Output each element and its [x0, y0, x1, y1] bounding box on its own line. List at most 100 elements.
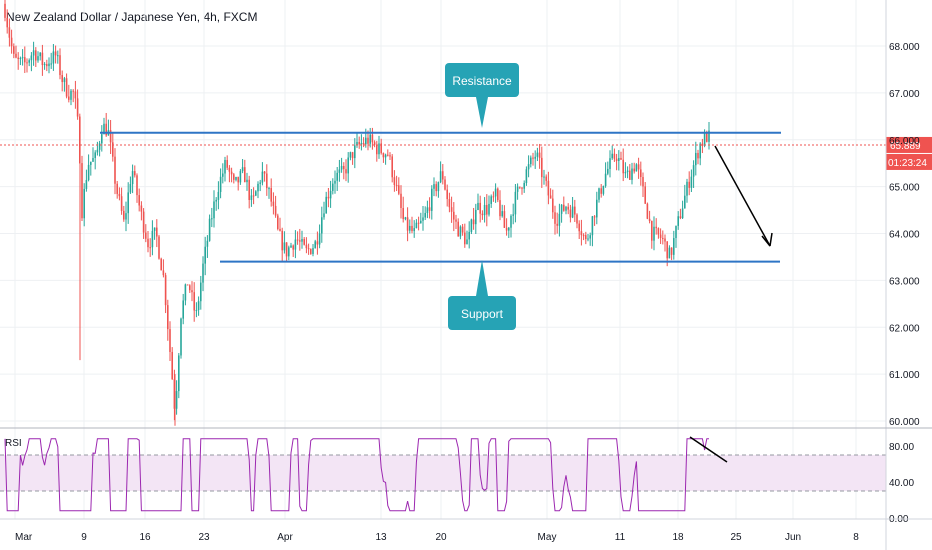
time-tick-label: 8	[853, 532, 859, 543]
candle-body	[373, 142, 376, 145]
rsi-band	[0, 455, 886, 491]
candle-body	[345, 169, 347, 174]
candle-body	[637, 164, 640, 170]
candle-body	[679, 216, 682, 219]
candle-body	[241, 167, 244, 172]
candle-body	[41, 52, 44, 66]
time-tick-label: 13	[375, 532, 387, 543]
candle-body	[556, 223, 558, 226]
candle-body	[486, 204, 488, 215]
candle-body	[681, 208, 684, 219]
time-tick-label: May	[538, 532, 557, 543]
candle-body	[310, 249, 312, 254]
candle-body	[521, 187, 523, 189]
price-tick-label: 60.000	[889, 417, 920, 428]
candle-body	[369, 134, 371, 144]
candle-body	[428, 207, 431, 211]
candle-body	[200, 282, 202, 302]
candle-body	[340, 165, 343, 170]
candle-body	[503, 211, 506, 228]
price-tick-label: 68.000	[889, 42, 920, 53]
candle-body	[686, 181, 688, 196]
candle-body	[510, 215, 512, 228]
candle-body	[257, 183, 259, 192]
candle-body	[525, 169, 528, 184]
candle-body	[646, 203, 649, 219]
candle-body	[376, 144, 378, 155]
candle-body	[690, 176, 693, 188]
price-tick-label: 64.000	[889, 230, 920, 241]
candle-body	[145, 232, 147, 239]
candle-body	[475, 209, 477, 225]
price-tick-label: 61.000	[889, 370, 920, 381]
candle-body	[692, 165, 695, 177]
candle-body	[334, 180, 336, 184]
candle-body	[552, 198, 554, 213]
candle-body	[206, 240, 209, 247]
candle-body	[501, 211, 503, 217]
candle-body	[505, 227, 508, 231]
candle-body	[74, 91, 77, 99]
candle-body	[349, 152, 352, 158]
candle-body	[411, 225, 413, 232]
candle-body	[65, 78, 68, 97]
candle-body	[296, 239, 299, 241]
candle-body	[356, 141, 358, 146]
price-tick-label: 67.000	[889, 89, 920, 100]
candle-body	[325, 196, 327, 214]
candle-body	[167, 305, 169, 330]
candle-body	[321, 217, 323, 234]
candle-body	[96, 149, 99, 153]
candle-body	[508, 227, 510, 231]
candle-body	[50, 63, 52, 65]
candle-body	[622, 159, 624, 174]
candle-body	[61, 75, 63, 83]
candle-body	[233, 174, 235, 180]
candle-body	[596, 199, 598, 218]
candle-body	[237, 176, 239, 183]
candle-body	[268, 188, 270, 190]
candle-body	[703, 133, 706, 146]
candle-body	[156, 227, 158, 237]
candle-body	[215, 199, 217, 202]
candle-body	[477, 202, 479, 210]
candle-body	[387, 154, 389, 156]
candle-body	[708, 130, 710, 142]
candle-body	[112, 142, 114, 157]
candle-body	[602, 185, 605, 194]
countdown-tag	[886, 153, 932, 170]
candle-body	[618, 158, 620, 161]
candle-body	[358, 141, 360, 145]
candle-body	[512, 214, 514, 216]
candle-body	[6, 17, 8, 28]
candle-body	[444, 179, 446, 190]
candle-body	[81, 163, 83, 219]
candle-body	[54, 51, 57, 56]
candle-body	[90, 161, 92, 165]
candle-body	[182, 300, 184, 319]
candle-body	[175, 391, 178, 409]
candle-body	[160, 258, 162, 271]
candle-body	[545, 176, 547, 181]
candle-body	[635, 164, 638, 172]
price-tick-label: 63.000	[889, 276, 920, 287]
candle-body	[497, 188, 499, 201]
candle-body	[129, 184, 132, 193]
candle-body	[699, 143, 701, 159]
candle-body	[270, 188, 272, 202]
candle-body	[208, 218, 211, 241]
candle-body	[435, 184, 437, 192]
candle-body	[224, 159, 226, 174]
candle-body	[406, 217, 409, 231]
candle-body	[466, 239, 468, 245]
candle-body	[222, 173, 224, 177]
candle-body	[371, 134, 374, 143]
candle-body	[312, 248, 314, 254]
candle-body	[490, 196, 492, 204]
candle-body	[391, 156, 393, 178]
candle-body	[409, 225, 411, 231]
candle-body	[648, 218, 651, 221]
candle-body	[13, 46, 15, 54]
candle-body	[307, 248, 310, 250]
